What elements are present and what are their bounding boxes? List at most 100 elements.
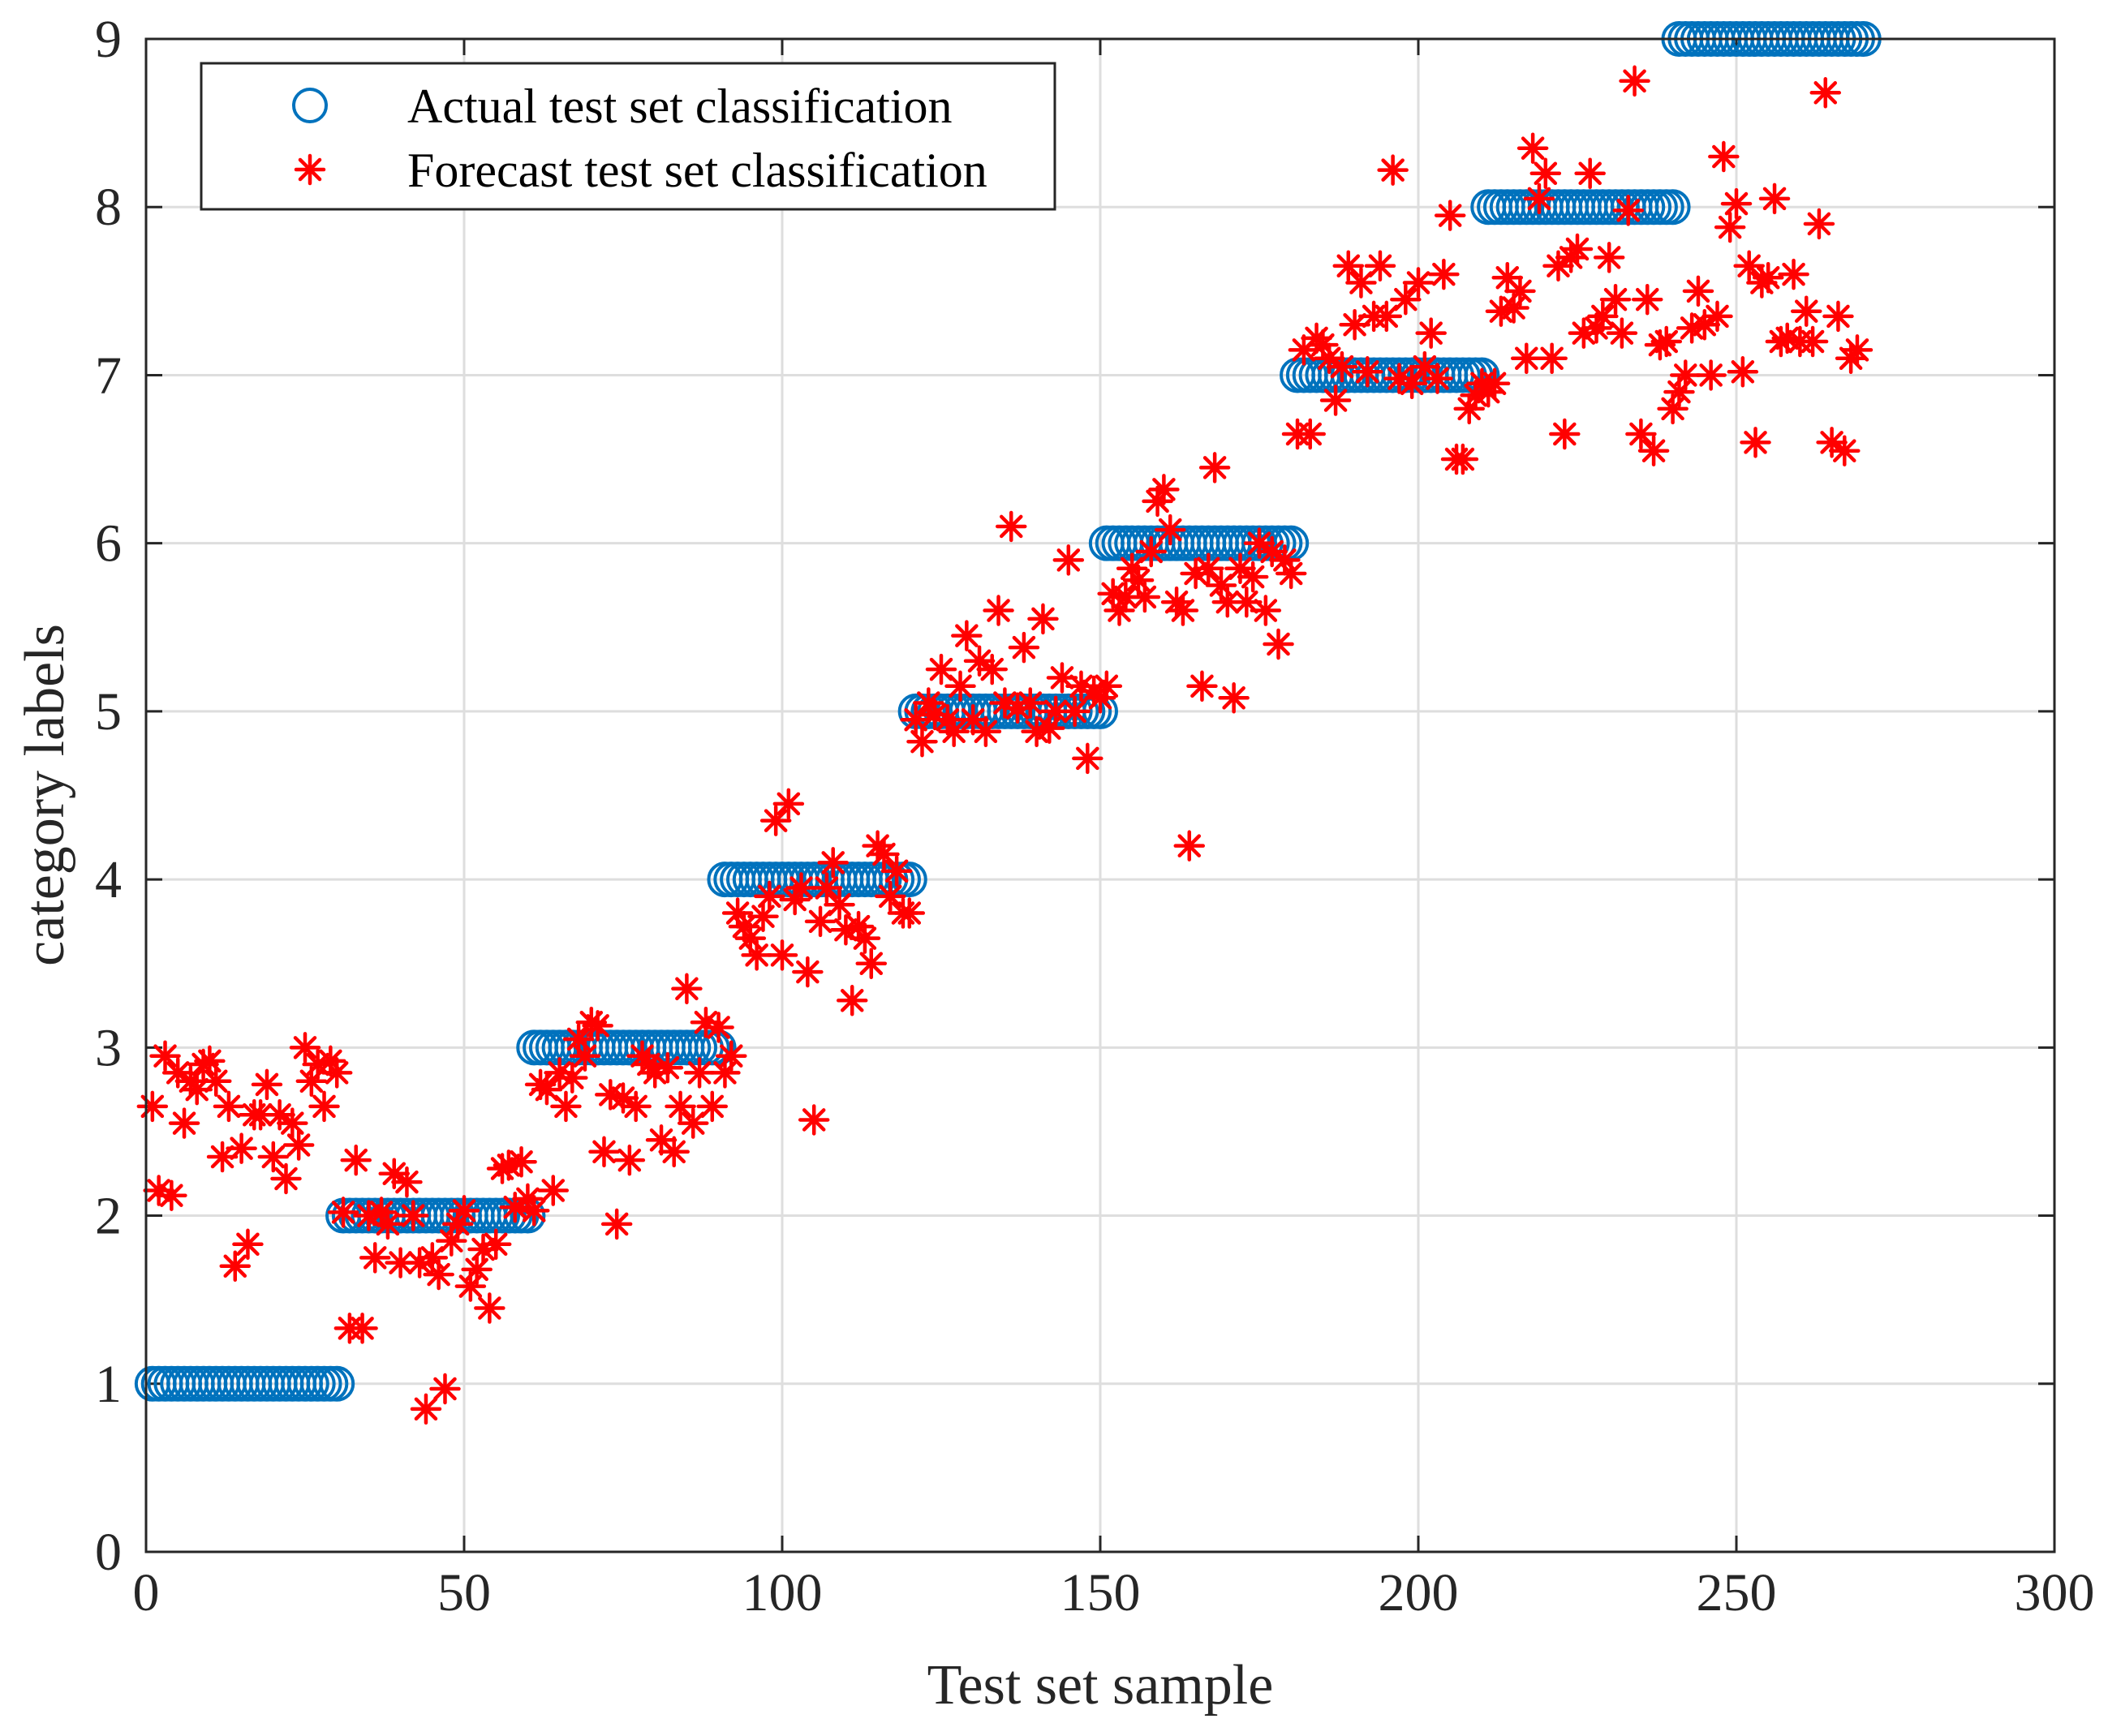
forecast-point [213, 1090, 245, 1123]
forecast-point [1581, 312, 1612, 344]
forecast-point [658, 1136, 690, 1168]
y-tick-label: 4 [95, 850, 122, 909]
forecast-point [1599, 283, 1632, 316]
forecast-point [1612, 195, 1644, 226]
forecast-point [1173, 830, 1206, 862]
forecast-point [423, 1258, 454, 1291]
forecast-point [1758, 183, 1791, 215]
forecast-point [951, 620, 983, 651]
y-tick-label: 0 [95, 1523, 122, 1582]
forecast-point [600, 1208, 633, 1240]
forecast-point [226, 1132, 257, 1164]
forecast-point [798, 1104, 830, 1136]
forecast-point [671, 973, 703, 1005]
y-tick-label: 9 [95, 10, 122, 69]
forecast-point [836, 985, 868, 1016]
forecast-point [1491, 262, 1524, 294]
forecast-point [875, 880, 906, 913]
forecast-point [1014, 687, 1047, 719]
forecast-point [1574, 157, 1606, 190]
forecast-point [1008, 631, 1040, 664]
y-tick-label: 2 [95, 1187, 122, 1246]
forecast-point [277, 1107, 308, 1139]
forecast-point [741, 939, 772, 971]
forecast-point [766, 939, 798, 971]
forecast-point [474, 1292, 505, 1324]
forecast-point [518, 1195, 550, 1227]
forecast-point [703, 1012, 734, 1043]
forecast-point [1307, 329, 1339, 361]
forecast-point [772, 788, 805, 820]
actual-point [891, 862, 927, 898]
x-tick-label: 300 [2015, 1563, 2095, 1622]
forecast-point [346, 1313, 378, 1344]
forecast-point [1625, 418, 1657, 450]
x-tick-label: 0 [133, 1563, 160, 1622]
forecast-point [1001, 692, 1034, 724]
forecast-point [1198, 452, 1231, 483]
forecast-point [944, 670, 976, 703]
forecast-point [1771, 322, 1803, 355]
forecast-point [1390, 283, 1422, 316]
forecast-point [983, 595, 1014, 626]
forecast-point [1516, 132, 1549, 164]
forecast-point [1319, 385, 1352, 416]
forecast-point [1364, 250, 1396, 281]
forecast-point [1816, 427, 1848, 458]
forecast-point [282, 1129, 315, 1161]
legend-circle-marker [292, 88, 328, 123]
forecast-point [391, 1166, 423, 1198]
forecast-point [1829, 435, 1861, 466]
forecast-point [1434, 200, 1466, 231]
forecast-point [1193, 552, 1224, 584]
forecast-point [976, 653, 1008, 685]
legend-box [200, 62, 1056, 211]
forecast-point [1186, 670, 1218, 703]
forecast-point [1727, 356, 1759, 388]
forecast-point [1701, 300, 1733, 333]
forecast-point [1084, 682, 1116, 714]
forecast-point [156, 1180, 187, 1211]
forecast-point [665, 1090, 696, 1123]
forecast-point [900, 704, 931, 736]
forecast-point [855, 947, 888, 979]
legend-asterisk [294, 153, 326, 186]
forecast-point [1536, 342, 1568, 374]
forecast-point [1733, 250, 1765, 281]
forecast-point [1714, 211, 1746, 243]
forecast-point [824, 888, 855, 921]
forecast-point [995, 510, 1027, 543]
forecast-point [327, 1197, 359, 1228]
forecast-point [652, 1051, 684, 1084]
forecast-point [747, 900, 779, 932]
forecast-point [537, 1175, 570, 1206]
forecast-point [1587, 300, 1619, 333]
forecast-point [1720, 187, 1753, 220]
y-tick-label: 7 [95, 346, 122, 405]
forecast-point [849, 922, 881, 954]
forecast-point [410, 1393, 442, 1425]
forecast-point [1091, 670, 1123, 703]
forecast-point [1129, 581, 1161, 613]
forecast-point [970, 715, 1002, 748]
forecast-point [1402, 267, 1435, 299]
forecast-point [308, 1090, 340, 1123]
forecast-point [1447, 443, 1479, 475]
forecast-point [716, 1040, 747, 1072]
forecast-point [759, 805, 792, 836]
forecast-point [588, 1136, 620, 1168]
forecast-point [1294, 418, 1326, 450]
forecast-point [1606, 317, 1638, 349]
forecast-point [429, 1373, 461, 1405]
forecast-point [569, 1040, 601, 1072]
y-tick-label: 6 [95, 514, 122, 574]
forecast-point [232, 1228, 264, 1261]
forecast-point [1478, 367, 1511, 400]
forecast-point [1396, 367, 1428, 400]
forecast-point [804, 905, 837, 938]
forecast-point [1345, 267, 1377, 299]
forecast-point [1650, 325, 1683, 358]
forecast-point [1778, 258, 1809, 290]
x-tick-label: 250 [1697, 1563, 1777, 1622]
